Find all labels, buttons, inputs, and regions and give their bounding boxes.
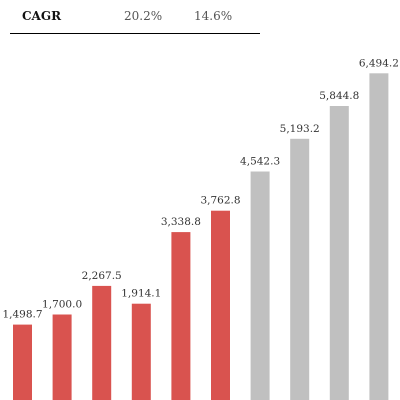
- cagr-value-projected: 14.6%: [194, 9, 233, 23]
- bar-7: [250, 171, 270, 400]
- bar-8: [290, 138, 310, 400]
- bar-5: [171, 232, 191, 400]
- bar-1: [13, 324, 32, 400]
- bar-4: [131, 303, 151, 400]
- bar-value-label-5: 3,338.8: [161, 216, 201, 228]
- bar-9: [329, 106, 349, 400]
- cagr-table: CAGR 20.2% 14.6%: [10, 0, 260, 34]
- bar-2: [52, 314, 72, 400]
- cagr-label: CAGR: [22, 9, 62, 23]
- bar-value-label-2: 1,700.0: [42, 299, 82, 311]
- bar-value-label-10: 6,494.2: [359, 57, 399, 69]
- bar-3: [92, 285, 112, 400]
- bar-10: [369, 73, 389, 400]
- bar-value-label-6: 3,762.8: [200, 195, 240, 207]
- bar-value-label-7: 4,542.3: [240, 156, 280, 168]
- bar-value-label-3: 2,267.5: [82, 270, 122, 282]
- bar-value-label-8: 5,193.2: [280, 123, 320, 135]
- cagr-value-historical: 20.2%: [124, 9, 163, 23]
- bar-value-label-4: 1,914.1: [121, 288, 161, 300]
- bar-6: [211, 210, 230, 400]
- bar-value-label-1: 1,498.7: [2, 309, 42, 321]
- bar-value-label-9: 5,844.8: [319, 90, 359, 102]
